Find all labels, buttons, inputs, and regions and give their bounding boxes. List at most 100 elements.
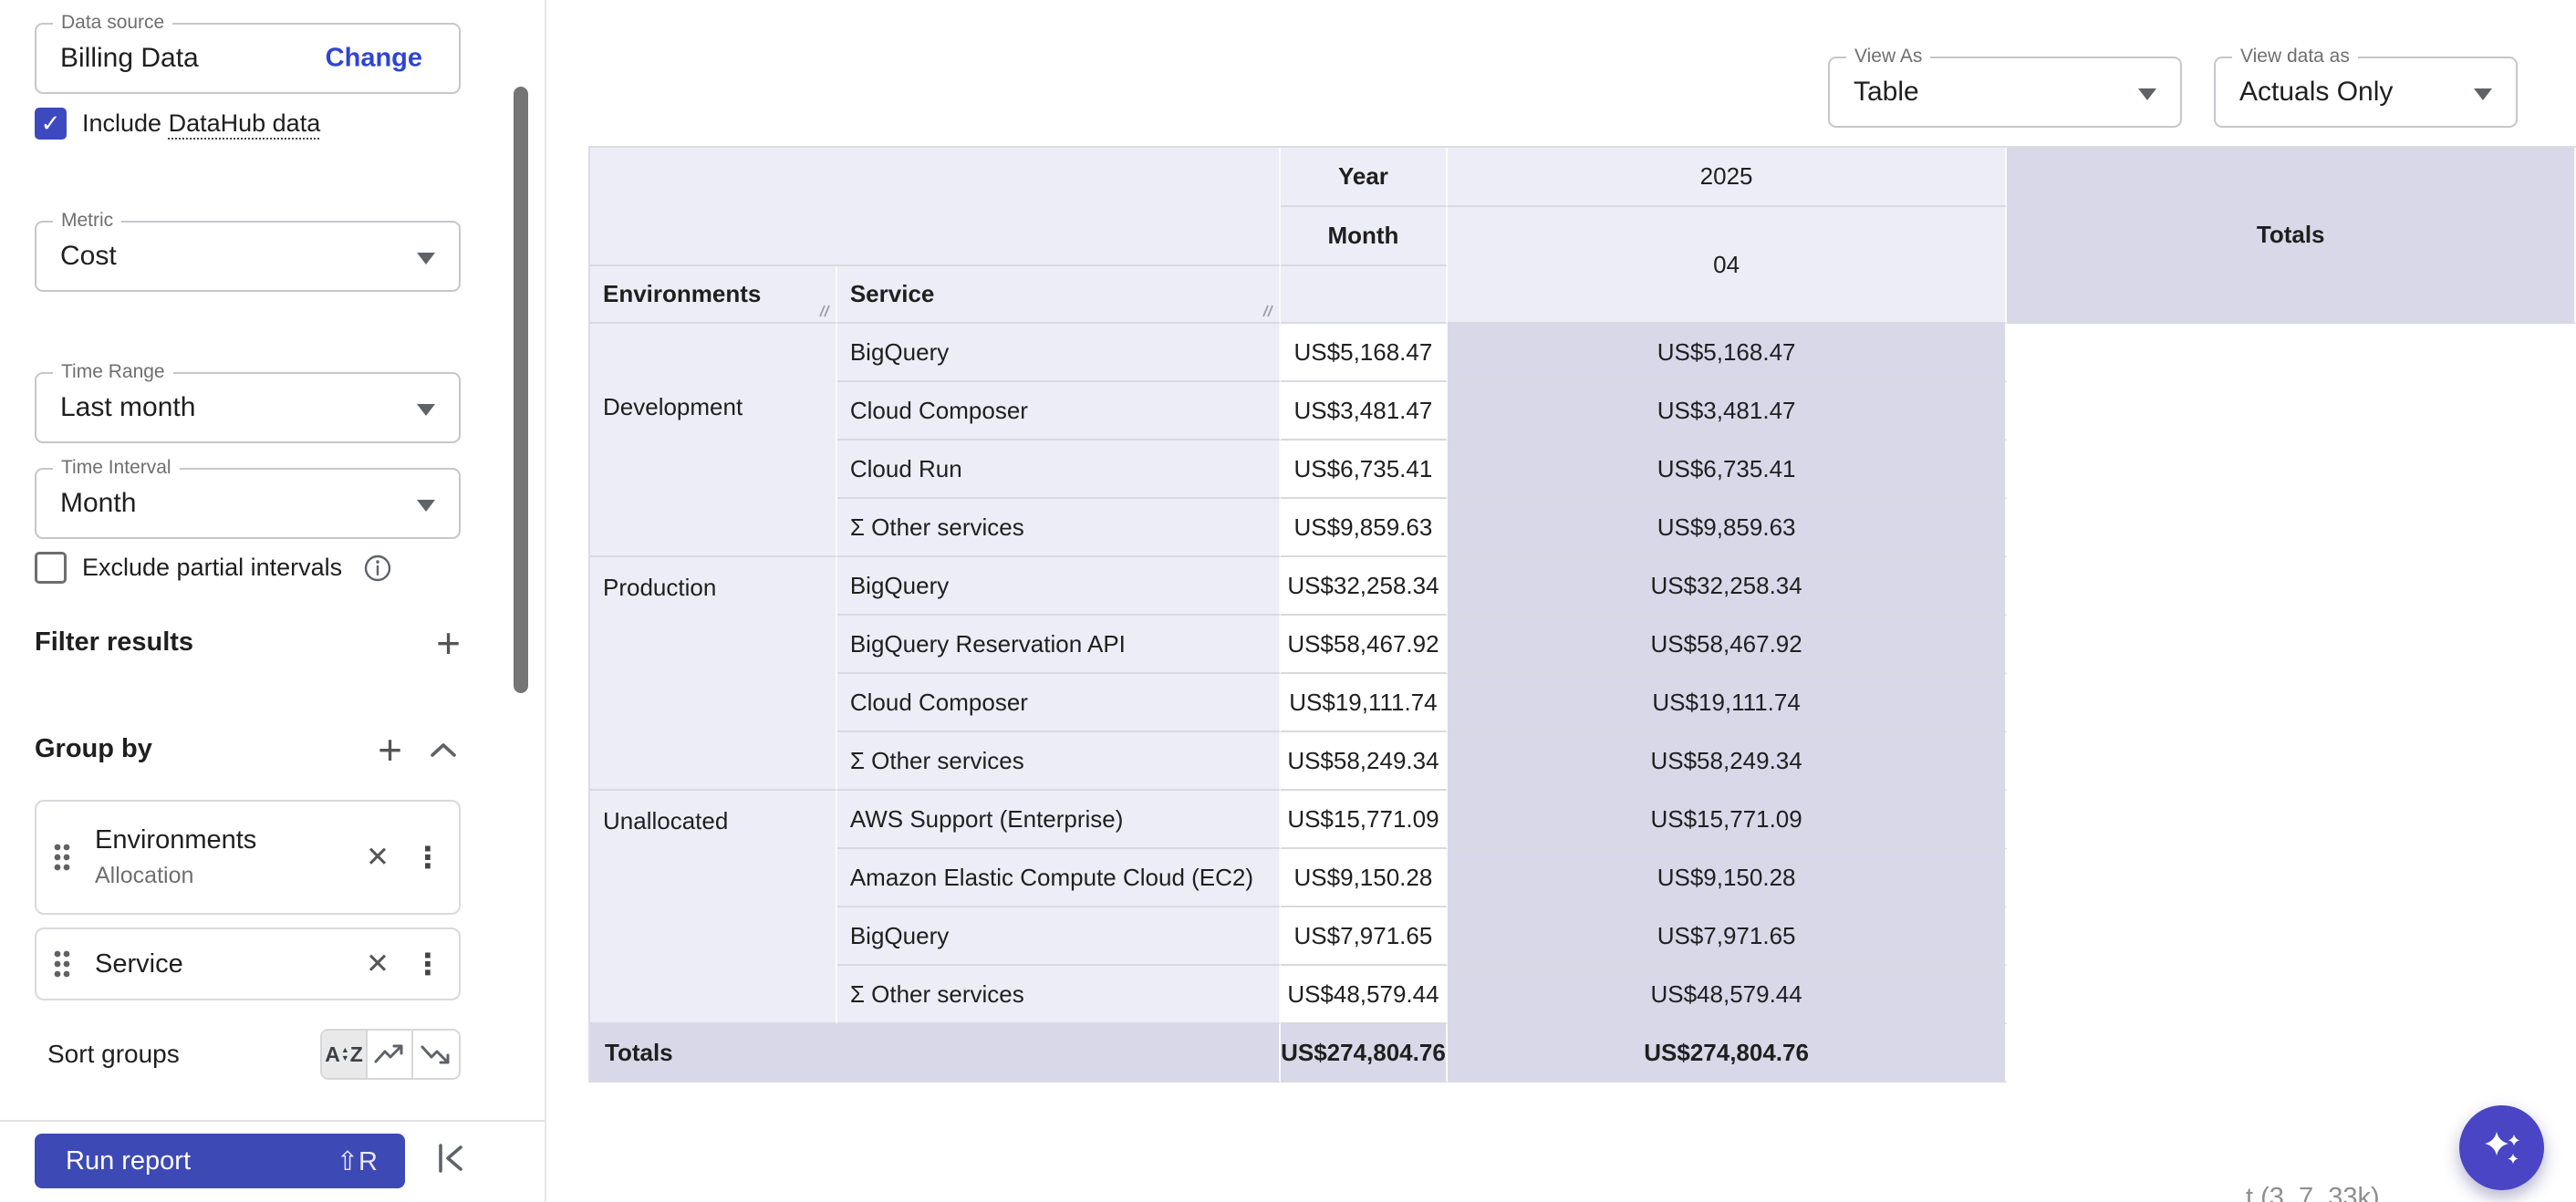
- service-cell: Σ Other services: [836, 499, 1282, 557]
- environment-group-cell: Unallocated: [590, 791, 837, 1024]
- column-resize-handle[interactable]: [816, 304, 831, 318]
- view-data-as-select[interactable]: View data as Actuals Only: [2214, 46, 2518, 128]
- table-row: BigQuery US$7,971.65 US$7,971.65: [590, 907, 2576, 966]
- time-range-select[interactable]: Time Range Last month: [35, 361, 461, 443]
- exclude-partial-row: Exclude partial intervals: [35, 552, 392, 584]
- totals-row: Totals US$274,804.76 US$274,804.76: [590, 1024, 2576, 1083]
- time-range-value: Last month: [60, 392, 196, 422]
- row-total-cell: US$3,481.47: [1447, 382, 2008, 440]
- data-source-label: Data source: [53, 12, 173, 34]
- remove-group-icon[interactable]: ✕: [366, 948, 390, 979]
- cost-table-wrap: Year 2025 Totals Month 04 Environments Service…: [588, 146, 2576, 1083]
- include-datahub-checkbox[interactable]: ✓: [35, 108, 67, 140]
- include-datahub-label: Include DataHub data: [82, 109, 321, 137]
- sidebar: Data source Billing Data Change ✓ Includ…: [0, 0, 547, 1202]
- exclude-partial-checkbox[interactable]: [35, 552, 67, 584]
- kebab-menu-icon[interactable]: ⋮: [413, 948, 442, 980]
- value-cell: US$6,735.41: [1281, 440, 1448, 499]
- time-range-label: Time Range: [53, 361, 173, 383]
- chevron-down-icon: [417, 253, 435, 264]
- service-cell: Amazon Elastic Compute Cloud (EC2): [836, 849, 1282, 907]
- environment-group-cell: Production: [590, 557, 837, 791]
- year-row-label: Year: [1281, 148, 1448, 207]
- group-by-section: Group by +: [35, 725, 461, 773]
- row-total-cell: US$58,249.34: [1447, 732, 2008, 791]
- time-interval-select[interactable]: Time Interval Month: [35, 457, 461, 539]
- view-data-as-value: Actuals Only: [2239, 77, 2394, 107]
- view-as-select[interactable]: View As Table: [1828, 46, 2182, 128]
- add-filter-button[interactable]: +: [436, 618, 461, 667]
- row-total-cell: US$5,168.47: [1447, 324, 2008, 382]
- exclude-partial-label: Exclude partial intervals: [82, 554, 343, 581]
- filter-results-title: Filter results: [35, 627, 194, 657]
- kebab-menu-icon[interactable]: ⋮: [413, 841, 442, 874]
- environment-group-cell: Development: [590, 324, 837, 557]
- sidebar-scrollbar-thumb[interactable]: [514, 87, 528, 693]
- row-total-cell: US$48,579.44: [1447, 966, 2008, 1024]
- value-cell: US$3,481.47: [1281, 382, 1448, 440]
- sparkles-icon: [2484, 1131, 2519, 1164]
- sort-groups-toggle: A ▲ ▼ Z: [320, 1029, 461, 1080]
- service-cell: BigQuery: [836, 557, 1282, 616]
- filter-results-section: Filter results +: [35, 618, 461, 667]
- data-source-field: Data source Billing Data Change: [35, 12, 461, 94]
- table-row: Development BigQuery US$5,168.47 US$5,168.4…: [590, 324, 2576, 557]
- change-data-source-link[interactable]: Change: [325, 43, 422, 73]
- chevron-up-icon[interactable]: [430, 741, 457, 758]
- row-total-cell: US$9,150.28: [1447, 849, 2008, 907]
- table-row: Σ Other services US$48,579.44 US$48,579.44: [590, 966, 2576, 1024]
- header-spacer-cell: [1281, 266, 1448, 324]
- info-icon[interactable]: [363, 554, 392, 583]
- value-cell: US$19,111.74: [1281, 674, 1448, 732]
- sort-descending-icon[interactable]: [413, 1031, 459, 1078]
- service-cell: AWS Support (Enterprise): [836, 791, 1282, 849]
- view-data-as-label: View data as: [2232, 46, 2358, 67]
- environments-column-header: Environments: [590, 266, 837, 324]
- add-group-button[interactable]: +: [378, 725, 402, 773]
- totals-row-label: Totals: [590, 1024, 1282, 1083]
- sort-alpha-button[interactable]: A ▲ ▼ Z: [322, 1031, 368, 1078]
- group-card-environments: Environments Allocation ✕ ⋮: [35, 800, 461, 915]
- service-cell: Σ Other services: [836, 966, 1282, 1024]
- value-cell: US$9,859.63: [1281, 499, 1448, 557]
- ai-assistant-fab[interactable]: [2459, 1105, 2544, 1190]
- service-cell: BigQuery Reservation API: [836, 616, 1282, 674]
- drag-handle-icon[interactable]: [51, 840, 73, 875]
- value-cell: US$7,971.65: [1281, 907, 1448, 966]
- collapse-sidebar-icon[interactable]: [436, 1140, 467, 1176]
- column-resize-handle[interactable]: [1260, 304, 1274, 318]
- row-total-cell: US$9,859.63: [1447, 499, 2008, 557]
- metric-select[interactable]: Metric Cost: [35, 210, 461, 292]
- group-card-title: Service: [95, 948, 183, 979]
- month-row-label: Month: [1281, 207, 1448, 266]
- header-empty-cell: [590, 148, 1282, 266]
- table-row: Cloud Run US$6,735.41 US$6,735.41: [590, 440, 2576, 499]
- service-column-header: Service: [836, 266, 1282, 324]
- group-card-service: Service ✕ ⋮: [35, 927, 461, 1000]
- table-row: Cloud Composer US$3,481.47 US$3,481.47: [590, 382, 2576, 440]
- run-report-button[interactable]: Run report ⇧R: [35, 1134, 405, 1188]
- time-interval-label: Time Interval: [53, 457, 180, 479]
- sidebar-divider: [545, 0, 546, 1202]
- sort-ascending-icon[interactable]: [368, 1031, 413, 1078]
- value-cell: US$15,771.09: [1281, 791, 1448, 849]
- data-source-value: Billing Data: [60, 43, 199, 73]
- service-cell: Cloud Composer: [836, 382, 1282, 440]
- table-row: Amazon Elastic Compute Cloud (EC2) US$9,1…: [590, 849, 2576, 907]
- service-cell: BigQuery: [836, 324, 1282, 382]
- view-as-label: View As: [1846, 46, 1931, 67]
- year-value-header: 2025: [1447, 148, 2008, 207]
- table-row: Cloud Composer US$19,111.74 US$19,111.74: [590, 674, 2576, 732]
- totals-row-value: US$274,804.76: [1281, 1024, 1448, 1083]
- sort-groups-row: Sort groups A ▲ ▼ Z: [47, 1029, 461, 1080]
- row-total-cell: US$32,258.34: [1447, 557, 2008, 616]
- table-row: Σ Other services US$58,249.34 US$58,249.34: [590, 732, 2576, 791]
- table-row: Σ Other services US$9,859.63 US$9,859.63: [590, 499, 2576, 557]
- metric-value: Cost: [60, 241, 117, 271]
- value-cell: US$58,249.34: [1281, 732, 1448, 791]
- month-value-header: 04: [1447, 207, 2008, 324]
- drag-handle-icon[interactable]: [51, 947, 73, 981]
- group-card-subtitle: Allocation: [95, 863, 194, 888]
- remove-group-icon[interactable]: ✕: [366, 841, 390, 873]
